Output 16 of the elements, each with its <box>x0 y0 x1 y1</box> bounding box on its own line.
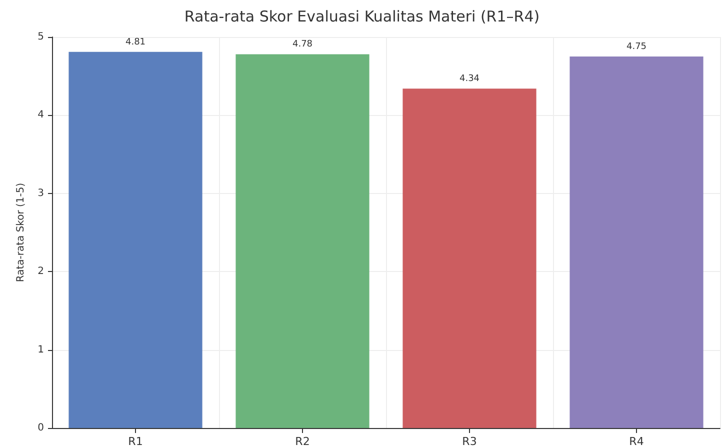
chart-title: Rata-rata Skor Evaluasi Kualitas Materi (R1–R4) <box>184 8 540 26</box>
y-tick-label: 4 <box>38 110 44 121</box>
x-tick-label: R4 <box>629 435 644 448</box>
x-tick-label: R3 <box>462 435 477 448</box>
y-tick-label: 3 <box>38 188 44 199</box>
y-tick-label: 1 <box>38 344 44 356</box>
x-tick-label: R1 <box>128 435 143 448</box>
data-label: 4.78 <box>292 40 313 50</box>
y-tick-label: 0 <box>38 422 44 434</box>
y-tick-label: 5 <box>38 32 44 42</box>
data-label: 4.81 <box>125 37 146 48</box>
data-label: 4.75 <box>626 42 647 52</box>
x-tick-label: R2 <box>295 435 310 448</box>
data-label: 4.34 <box>459 74 480 84</box>
y-axis-title: Rata-rata Skor (1-5) <box>16 182 26 282</box>
y-tick-label: 2 <box>38 266 44 278</box>
